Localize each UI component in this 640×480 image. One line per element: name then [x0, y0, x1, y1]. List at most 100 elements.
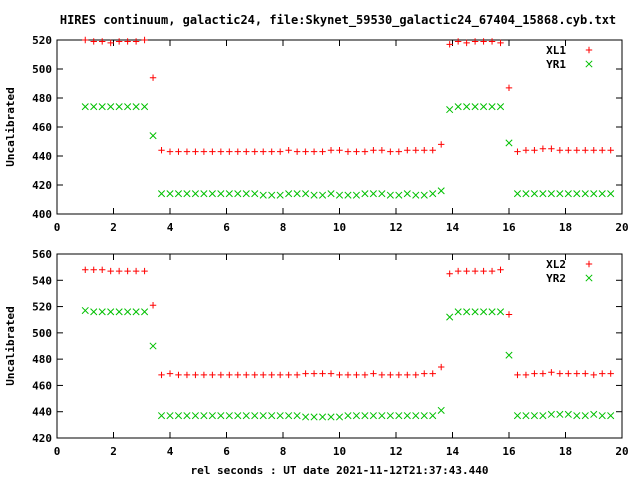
data-point [234, 371, 241, 379]
data-point [149, 302, 157, 309]
data-point [513, 412, 522, 420]
x-tick-label: 6 [223, 221, 230, 234]
data-point [480, 267, 487, 275]
data-point [404, 147, 411, 154]
data-point [429, 412, 437, 420]
data-point [335, 413, 344, 421]
data-point [166, 412, 174, 420]
data-point [82, 266, 89, 273]
data-point [81, 306, 89, 315]
x-tick-label: 0 [54, 445, 61, 458]
data-point [124, 103, 132, 111]
data-point [378, 371, 386, 379]
data-point [226, 148, 233, 155]
x-tick-label: 12 [389, 221, 402, 234]
data-point [192, 371, 199, 379]
data-point [191, 190, 199, 198]
data-point [531, 370, 538, 377]
data-point [208, 412, 216, 420]
data-point [174, 190, 183, 198]
data-point [251, 190, 259, 198]
legend-label: YR1 [546, 58, 566, 71]
data-point [505, 139, 513, 147]
data-point [539, 412, 547, 420]
data-point [446, 106, 454, 114]
data-point [565, 147, 572, 154]
data-point [90, 266, 97, 273]
data-point [548, 145, 555, 152]
data-point [115, 308, 123, 316]
data-point [412, 371, 419, 379]
data-point [539, 145, 547, 152]
data-point [318, 413, 327, 421]
data-point [496, 308, 505, 316]
data-point [149, 342, 157, 350]
data-point [175, 371, 182, 379]
data-point [429, 190, 437, 198]
x-tick-label: 10 [333, 445, 346, 458]
data-point [141, 308, 149, 316]
data-point [607, 190, 615, 198]
data-point [565, 370, 572, 377]
legend-label: XL1 [546, 44, 566, 57]
y-tick-label: 560 [32, 248, 52, 261]
data-point [268, 191, 276, 199]
data-point [209, 148, 216, 155]
data-point [124, 267, 131, 275]
x-tick-label: 10 [333, 221, 346, 234]
data-point [404, 371, 411, 379]
data-point [420, 412, 428, 420]
data-point [480, 308, 488, 316]
series-yr1 [81, 103, 615, 199]
data-point [547, 190, 555, 198]
data-point [395, 412, 403, 420]
data-point [395, 148, 403, 155]
data-point [412, 191, 420, 199]
data-point [310, 413, 318, 421]
data-point [166, 148, 174, 155]
data-point [302, 148, 309, 155]
data-point [353, 148, 360, 155]
data-point [336, 371, 343, 379]
data-point [352, 412, 361, 420]
data-point [530, 190, 538, 198]
data-point [327, 370, 335, 377]
data-point [81, 103, 89, 111]
data-point [582, 370, 589, 377]
data-point [327, 147, 335, 154]
data-point [183, 412, 191, 420]
data-point [344, 191, 352, 199]
data-point [446, 41, 453, 48]
data-point [242, 190, 250, 198]
data-point [132, 308, 140, 316]
data-point [403, 412, 411, 420]
data-point [132, 38, 140, 45]
data-point [251, 148, 258, 155]
legend-marker [585, 60, 593, 68]
x-tick-label: 2 [110, 445, 117, 458]
data-point [488, 308, 496, 316]
data-point [276, 191, 284, 199]
data-point [378, 190, 386, 198]
plot-top: 400 420 440 460 480 500 520 0 2 4 6 8 10 12 14 16 18 20 Un… [4, 34, 629, 234]
data-point [378, 412, 386, 420]
x-tick-label: 18 [559, 445, 572, 458]
data-point [522, 412, 530, 420]
data-point [463, 267, 470, 275]
series-xl1 [82, 36, 614, 155]
data-point [496, 103, 505, 111]
plot-bottom: 420 440 460 480 500 520 540 560 0 2 4 6 8 10 12 14 16 18 2… [4, 248, 629, 477]
data-point [82, 36, 89, 44]
data-point [573, 412, 581, 420]
data-point [234, 148, 241, 155]
data-point [183, 190, 191, 198]
data-point [505, 311, 513, 318]
data-point [370, 370, 377, 377]
data-point [310, 191, 318, 199]
data-point [582, 147, 589, 154]
data-point [175, 148, 182, 155]
data-point [302, 190, 310, 198]
y-tick-label: 460 [32, 121, 52, 134]
data-point [361, 412, 369, 420]
data-point [454, 38, 462, 45]
